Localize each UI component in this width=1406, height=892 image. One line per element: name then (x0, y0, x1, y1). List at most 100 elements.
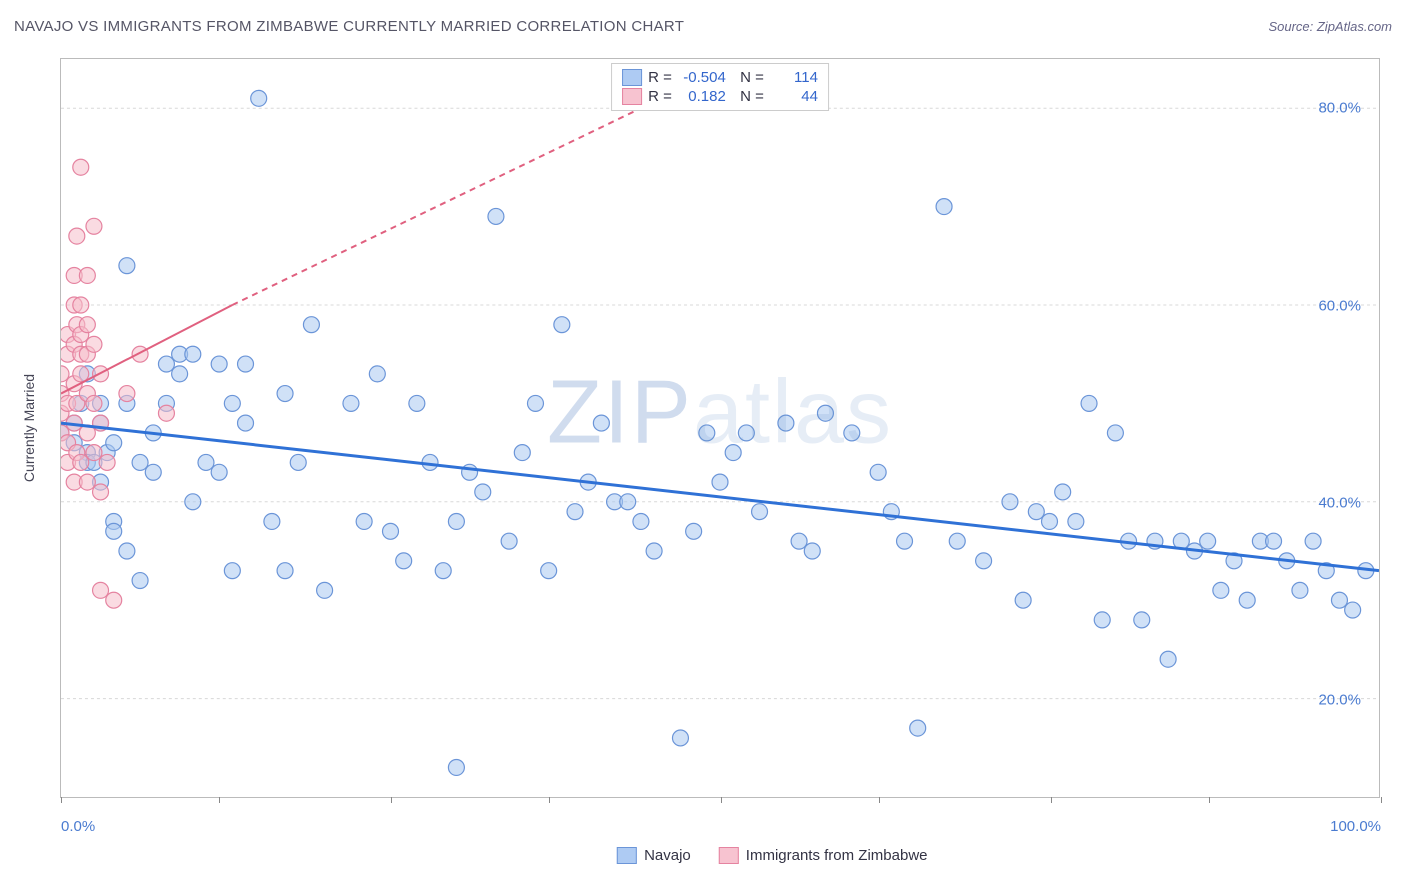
data-point (1160, 651, 1176, 667)
data-point (132, 346, 148, 362)
x-tick-mark (1381, 797, 1382, 803)
data-point (158, 356, 174, 372)
x-tick-mark (1051, 797, 1052, 803)
x-tick-label: 0.0% (61, 818, 95, 835)
data-point (303, 317, 319, 333)
legend-n-label: N = (732, 69, 764, 86)
y-tick-label: 40.0% (1318, 495, 1361, 512)
x-tick-label: 100.0% (1330, 818, 1381, 835)
legend-n-navajo: 114 (770, 69, 818, 86)
y-tick-label: 20.0% (1318, 692, 1361, 709)
data-point (79, 317, 95, 333)
data-point (1107, 425, 1123, 441)
data-point (527, 395, 543, 411)
data-point (1305, 533, 1321, 549)
data-point (356, 514, 372, 530)
data-point (185, 494, 201, 510)
data-point (646, 543, 662, 559)
data-point (567, 504, 583, 520)
data-point (501, 533, 517, 549)
data-point (73, 454, 89, 470)
data-point (1292, 582, 1308, 598)
data-point (738, 425, 754, 441)
y-axis-title: Currently Married (21, 374, 37, 482)
data-point (277, 563, 293, 579)
data-point (752, 504, 768, 520)
data-point (396, 553, 412, 569)
x-tick-mark (1209, 797, 1210, 803)
legend-bottom-zimbabwe-label: Immigrants from Zimbabwe (746, 847, 928, 864)
legend-r-label: R = (648, 69, 672, 86)
data-point (844, 425, 860, 441)
data-point (69, 228, 85, 244)
data-point (448, 514, 464, 530)
data-point (79, 474, 95, 490)
data-point (1015, 592, 1031, 608)
data-point (817, 405, 833, 421)
data-point (936, 199, 952, 215)
data-point (1094, 612, 1110, 628)
data-point (804, 543, 820, 559)
plot-frame: Currently Married ZIPatlas R = -0.504 N … (60, 58, 1380, 798)
data-point (1345, 602, 1361, 618)
x-tick-mark (721, 797, 722, 803)
legend-r-label2: R = (648, 88, 672, 105)
data-point (86, 218, 102, 234)
data-point (224, 563, 240, 579)
data-point (448, 760, 464, 776)
data-point (778, 415, 794, 431)
data-point (1068, 514, 1084, 530)
data-point (1081, 395, 1097, 411)
data-point (343, 395, 359, 411)
swatch-zimbabwe-icon (622, 88, 642, 105)
data-point (158, 405, 174, 421)
data-point (172, 366, 188, 382)
data-point (86, 395, 102, 411)
data-point (93, 582, 109, 598)
legend-bottom-navajo-label: Navajo (644, 847, 691, 864)
swatch-navajo-icon (622, 69, 642, 86)
data-point (514, 445, 530, 461)
data-point (185, 346, 201, 362)
data-point (73, 297, 89, 313)
data-point (369, 366, 385, 382)
data-point (73, 159, 89, 175)
data-point (277, 386, 293, 402)
data-point (106, 523, 122, 539)
x-tick-mark (549, 797, 550, 803)
data-point (251, 90, 267, 106)
x-tick-mark (391, 797, 392, 803)
data-point (383, 523, 399, 539)
data-point (1028, 504, 1044, 520)
data-point (1055, 484, 1071, 500)
data-point (435, 563, 451, 579)
data-point (1002, 494, 1018, 510)
data-point (1213, 582, 1229, 598)
data-point (976, 553, 992, 569)
data-point (238, 415, 254, 431)
data-point (699, 425, 715, 441)
x-tick-mark (219, 797, 220, 803)
data-point (132, 454, 148, 470)
data-point (211, 464, 227, 480)
data-point (119, 543, 135, 559)
x-tick-mark (61, 797, 62, 803)
legend-bottom-zimbabwe: Immigrants from Zimbabwe (719, 847, 928, 864)
data-point (541, 563, 557, 579)
swatch-zimbabwe-icon (719, 847, 739, 864)
x-tick-mark (879, 797, 880, 803)
legend-top: R = -0.504 N = 114 R = 0.182 N = 44 (611, 63, 829, 111)
data-point (238, 356, 254, 372)
source-label: Source: ZipAtlas.com (1268, 19, 1392, 34)
data-point (198, 454, 214, 470)
plot-svg (61, 59, 1379, 797)
data-point (317, 582, 333, 598)
data-point (1134, 612, 1150, 628)
data-point (1042, 514, 1058, 530)
data-point (712, 474, 728, 490)
data-point (119, 386, 135, 402)
data-point (1200, 533, 1216, 549)
data-point (119, 258, 135, 274)
data-point (79, 268, 95, 284)
legend-n-zimbabwe: 44 (770, 88, 818, 105)
